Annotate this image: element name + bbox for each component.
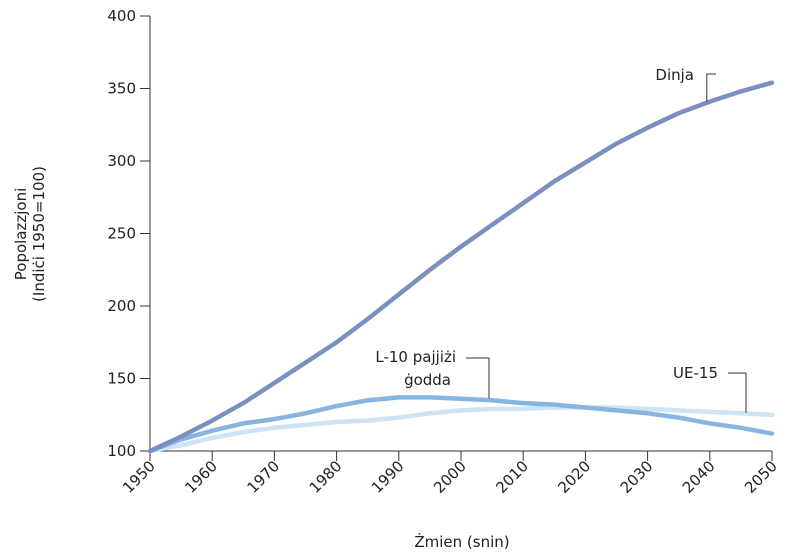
y-tick-label: 250 <box>107 225 136 243</box>
x-axis: 1950 1960 1970 1980 1990 2000 2010 2020 2030 2040… <box>119 450 781 497</box>
y-tick-label: 100 <box>107 442 136 460</box>
leader-line-eu-15 <box>728 372 747 413</box>
series-label-world: Dinja <box>655 66 694 84</box>
series-label-eu-15: UE-15 <box>673 364 718 382</box>
x-tick-label: 1980 <box>306 457 346 497</box>
x-tick-label: 2010 <box>492 457 532 497</box>
y-axis-title: Popolazzjoni (Indiċi 1950=100) <box>12 166 48 302</box>
x-tick-label: 1960 <box>181 457 221 497</box>
y-axis: 100 150 200 250 300 350 400 <box>107 7 151 460</box>
leader-line-new-10-countries <box>466 357 490 399</box>
y-tick-label: 350 <box>107 80 136 98</box>
x-tick-label: 1970 <box>243 457 283 497</box>
series-label-new-10-countries: L-10 pajjiżi <box>375 348 456 366</box>
series-line-eu-15 <box>147 405 775 454</box>
x-tick-label: 2030 <box>617 457 657 497</box>
series-line-new-10-countries <box>147 395 775 454</box>
y-tick-label: 400 <box>107 7 136 25</box>
series-labels: Dinja L-10 pajjiżi ġodda UE-15 <box>375 66 747 413</box>
x-tick-label: 2020 <box>554 457 594 497</box>
y-tick-label: 200 <box>107 297 136 315</box>
leader-line-world <box>706 73 716 102</box>
x-tick-label: 1990 <box>368 457 408 497</box>
y-tick-label: 150 <box>107 370 136 388</box>
y-axis-title-line-2: (Indiċi 1950=100) <box>30 166 48 302</box>
series-lines <box>147 80 775 454</box>
x-tick-label: 2040 <box>679 457 719 497</box>
series-label-new-10-countries-line-2: ġodda <box>404 371 451 389</box>
y-axis-title-line-1: Popolazzjoni <box>12 188 30 281</box>
x-tick-label: 2000 <box>430 457 470 497</box>
x-axis-title: Żmien (snin) <box>414 532 509 551</box>
x-tick-label: 2050 <box>741 457 781 497</box>
y-tick-label: 300 <box>107 152 136 170</box>
x-tick-label: 1950 <box>119 457 159 497</box>
series-line-world <box>147 80 775 454</box>
